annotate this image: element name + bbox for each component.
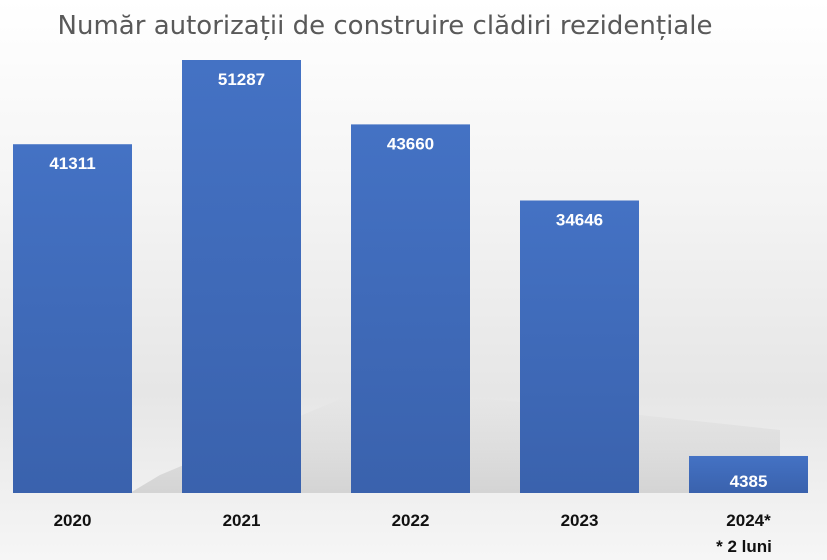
x-tick-2023: 2023 (561, 511, 599, 530)
bars-group (13, 60, 808, 493)
footnote: * 2 luni (716, 537, 772, 556)
data-label-2023: 34646 (556, 210, 603, 229)
bar-2020 (13, 144, 132, 493)
chart-title: Număr autorizații de construire clădiri … (58, 11, 713, 41)
bar-2023 (520, 200, 639, 493)
x-tick-2022: 2022 (392, 511, 430, 530)
data-label-2024*: 4385 (730, 472, 768, 491)
data-label-2021: 51287 (218, 70, 265, 89)
bar-2024* (689, 455, 808, 493)
x-tick-2020: 2020 (54, 511, 92, 530)
x-tick-2024*: 2024* (726, 511, 771, 530)
data-labels-group: 41311 51287 43660 34646 4385 (49, 70, 767, 491)
x-axis-tick-labels: 2020 2021 2022 2023 2024* (54, 511, 772, 530)
x-tick-2021: 2021 (223, 511, 261, 530)
data-label-2022: 43660 (387, 134, 434, 153)
bar-2021 (182, 60, 301, 493)
bar-2022 (351, 124, 470, 493)
data-label-2020: 41311 (49, 154, 95, 173)
